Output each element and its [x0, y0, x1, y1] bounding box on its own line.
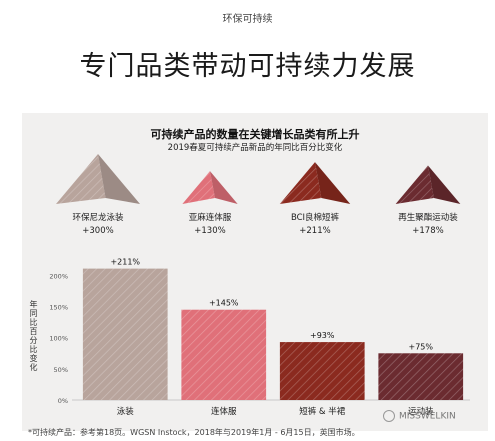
highlight-label: 再生聚酯运动装: [398, 212, 458, 223]
highlight-value: +300%: [82, 226, 113, 236]
pyramid-left-face: [279, 162, 322, 204]
pyramid-right-face: [210, 171, 238, 204]
pyramid-right-face: [315, 162, 351, 204]
highlight-label: 亚麻连体服: [189, 212, 232, 223]
bars-layer: +211% 泳装 +145% 连体服 +93% 短裤 & 半裙 +75% 运动装: [82, 258, 464, 417]
watermark-text: MISSWELKIN: [399, 411, 456, 422]
pyramid-left-face: [56, 154, 106, 204]
highlight-value: +211%: [299, 226, 330, 236]
pyramid-left-face: [395, 165, 434, 204]
bar-value-label: +75%: [409, 342, 434, 351]
x-tick-label: 短裤 & 半裙: [299, 406, 346, 417]
pyramid-right-face: [428, 165, 461, 204]
highlight-label: BCI良棉短裤: [291, 212, 340, 223]
highlight-value: +130%: [194, 226, 225, 236]
bar-value-label: +93%: [310, 331, 335, 340]
bar-value-label: +211%: [110, 258, 140, 267]
page-headline: 专门品类带动可持续力发展: [79, 51, 416, 82]
highlight-value: +178%: [412, 226, 443, 236]
x-tick-label: 泳装: [117, 406, 135, 417]
pyramid-right-face: [98, 154, 140, 204]
highlight-label: 环保尼龙泳装: [72, 212, 124, 223]
bar-value-label: +145%: [209, 299, 239, 308]
y-tick-label: 0%: [58, 397, 68, 405]
bar: [82, 268, 168, 400]
y-tick-label: 50%: [54, 366, 68, 374]
watermark: MISSWELKIN: [383, 410, 456, 422]
pyramid-left-face: [182, 171, 215, 204]
y-tick-label: 200%: [49, 272, 68, 280]
chart-subtitle: 2019春夏可持续产品新品的年同比百分比变化: [167, 143, 343, 153]
y-tick-label: 100%: [49, 335, 68, 343]
section-label: 环保可持续: [222, 14, 273, 25]
y-tick-label: 150%: [49, 304, 68, 312]
bar: [279, 342, 365, 400]
footnote: *可持续产品：参考第18页。WGSN Instock，2018年与2019年1月…: [28, 428, 360, 437]
bar: [181, 309, 267, 400]
x-tick-label: 连体服: [211, 406, 237, 417]
y-axis-title: 年同比百分比变化: [29, 300, 38, 372]
chart-title: 可持续产品的数量在关键增长品类有所上升: [150, 128, 360, 141]
bar: [378, 353, 464, 400]
x-tick-label: 运动装: [408, 406, 434, 417]
watermark-logo-icon: [383, 410, 395, 422]
highlights-layer: 环保尼龙泳装 +300% 亚麻连体服 +130% BCI良棉短裤 +211% 再生聚酯运动装…: [56, 154, 461, 236]
